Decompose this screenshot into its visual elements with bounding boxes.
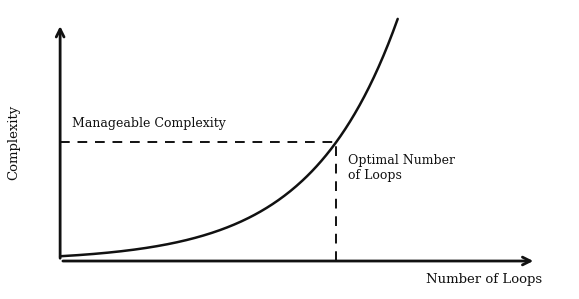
Text: Number of Loops: Number of Loops [426, 273, 542, 286]
Text: Optimal Number
of Loops: Optimal Number of Loops [347, 154, 455, 182]
Text: Manageable Complexity: Manageable Complexity [72, 118, 225, 130]
Text: Complexity: Complexity [8, 105, 21, 180]
